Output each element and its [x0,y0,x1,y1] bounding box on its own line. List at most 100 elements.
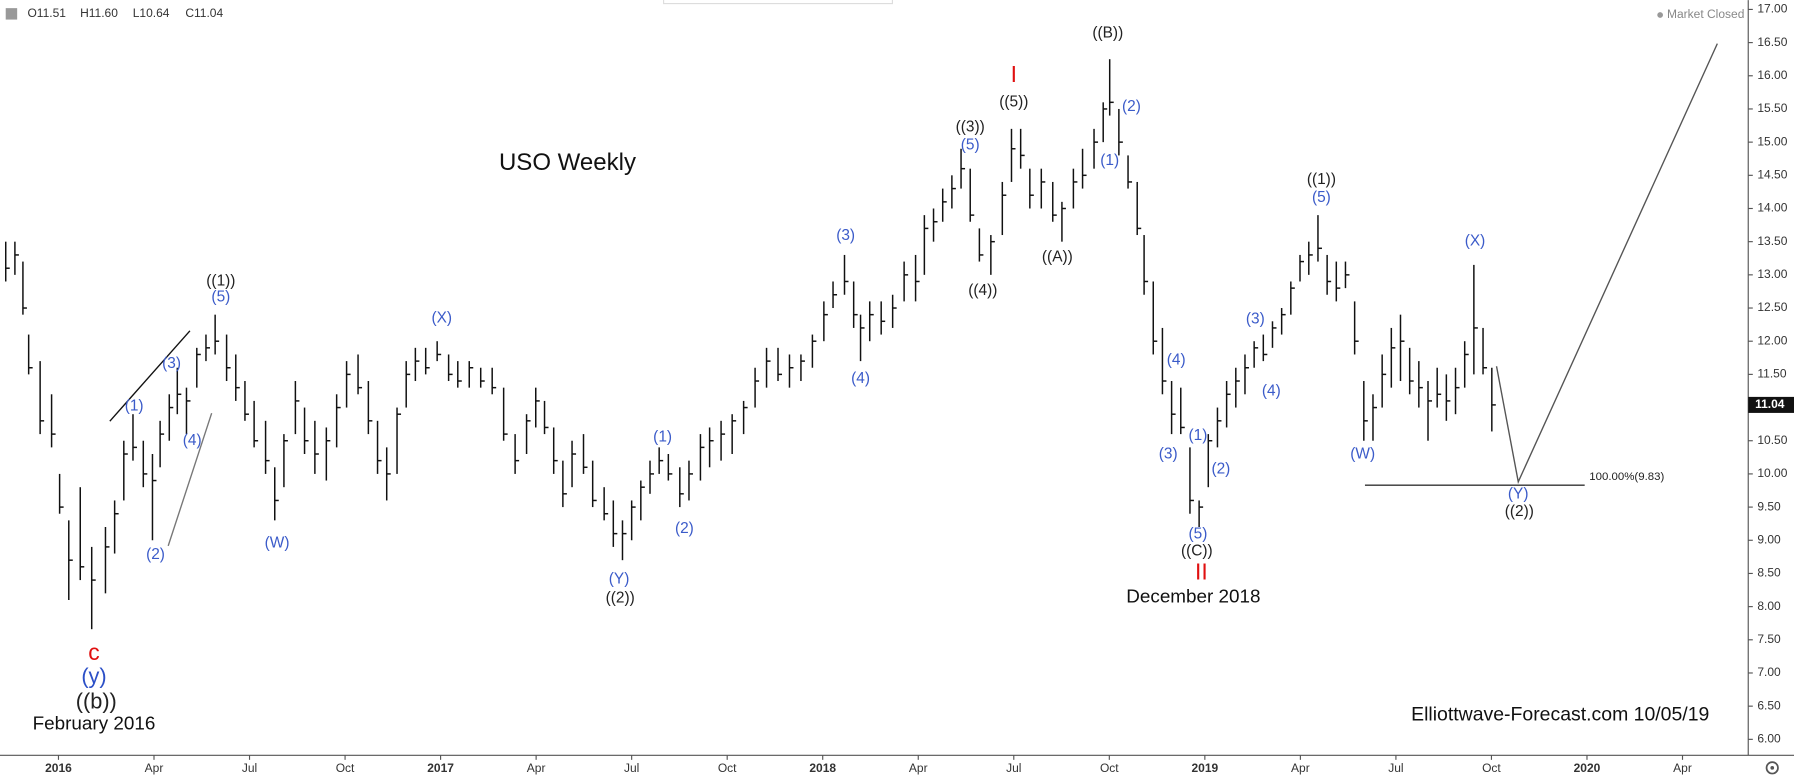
symbol-icon [5,8,18,20]
wave-label: ((b)) [76,689,117,714]
wave-label: (4) [183,432,202,449]
x-tick-label: Apr [909,761,928,775]
x-tick-label: Jul [242,761,257,775]
y-tick-label: 9.00 [1757,532,1781,546]
x-tick-label: Apr [1291,761,1310,775]
trend-line [167,412,213,547]
projection-path [1495,43,1718,485]
wave-label: ((2)) [606,590,635,607]
x-tick-label: 2016 [45,761,72,775]
wave-label: (2) [675,520,694,537]
wave-label: (3) [162,355,181,372]
x-tick-label: 2019 [1191,761,1218,775]
y-tick-label: 10.00 [1757,466,1787,480]
x-tick-label: Apr [145,761,164,775]
wave-label: (3) [1159,446,1178,463]
settings-gear[interactable] [1765,761,1779,775]
y-tick-label: 16.00 [1757,68,1787,82]
wave-label: ((4)) [968,282,997,299]
wave-label: (2) [1211,460,1230,477]
wave-label: (1) [1100,152,1119,169]
y-tick-label: 6.00 [1757,732,1781,746]
wave-label: ((C)) [1181,543,1213,560]
y-tick-label: 11.50 [1757,367,1786,381]
x-tick-label: Apr [527,761,546,775]
wave-label: (y) [81,663,106,688]
ohlc-low: L10.64 [133,6,170,20]
wave-label: (1) [653,428,672,445]
y-tick-label: 7.50 [1757,632,1781,646]
wave-label: (5) [1189,525,1208,542]
wave-label: (1) [1189,427,1208,444]
trend-line [109,330,191,422]
wave-label: December 2018 [1126,585,1260,606]
market-status: Market Closed [1667,7,1744,21]
wave-label: (4) [1167,352,1186,369]
x-tick-label: Jul [624,761,639,775]
x-tick-label: 2018 [809,761,836,775]
settings-center[interactable] [1770,766,1775,770]
wave-label: (4) [851,370,870,387]
chart-title: USO Weekly [499,149,636,176]
x-tick-label: 2020 [1574,761,1601,775]
toolbar-tab [663,0,893,5]
ohlc-high: H11.60 [80,6,118,20]
y-tick-label: 10.50 [1757,433,1787,447]
y-tick-label: 14.50 [1757,167,1787,181]
wave-label: ((1)) [206,273,235,290]
wave-label: (5) [961,137,980,154]
wave-label: I [1011,61,1017,87]
wave-label: (X) [1465,233,1486,250]
wave-label: c [88,639,99,665]
wave-label: ((3)) [956,119,985,136]
x-tick-label: Oct [718,761,737,775]
y-tick-label: 13.50 [1757,234,1787,248]
wave-label: ((1)) [1307,171,1336,188]
wave-label: ((2)) [1505,503,1534,520]
y-tick-label: 9.50 [1757,499,1781,513]
wave-label: ((A)) [1042,249,1073,266]
y-tick-label: 6.50 [1757,698,1781,712]
wave-label: II [1195,558,1208,584]
x-tick-label: 2017 [427,761,454,775]
ohlc-close: C11.04 [185,6,223,20]
price-tag-label: 11.04 [1755,397,1785,411]
watermark: Elliottwave-Forecast.com 10/05/19 [1411,703,1709,725]
y-tick-label: 8.50 [1757,566,1781,580]
wave-label: ((5)) [999,93,1028,110]
ohlc-open: O11.51 [27,6,66,20]
y-tick-label: 17.00 [1757,2,1787,16]
wave-label: (Y) [609,570,630,587]
status-dot [1657,12,1663,18]
wave-label: (5) [211,288,230,305]
y-tick-label: 15.00 [1757,134,1787,148]
wave-label: (X) [431,310,452,327]
x-tick-label: Jul [1388,761,1403,775]
x-tick-label: Apr [1673,761,1692,775]
y-tick-label: 13.00 [1757,267,1787,281]
y-tick-label: 7.00 [1757,665,1781,679]
x-tick-label: Oct [1482,761,1501,775]
wave-label: February 2016 [33,713,156,734]
wave-label: ((B)) [1092,24,1123,41]
y-tick-label: 15.50 [1757,101,1787,115]
x-tick-label: Jul [1006,761,1021,775]
settings-icon[interactable] [1765,761,1779,775]
wave-label: (Y) [1508,486,1529,503]
y-tick-label: 12.50 [1757,300,1787,314]
wave-label: (W) [265,535,290,552]
price-tag [1748,396,1794,413]
y-tick-label: 8.00 [1757,599,1781,613]
fib-label: 100.00%(9.83) [1589,471,1664,483]
wave-label: (1) [125,397,144,414]
wave-label: (5) [1312,189,1331,206]
wave-label: (3) [1246,310,1265,327]
y-tick-label: 14.00 [1757,201,1787,215]
wave-label: (3) [836,227,855,244]
wave-label: (2) [146,546,165,563]
wave-label: (2) [1122,98,1141,115]
wave-label: (W) [1350,446,1375,463]
